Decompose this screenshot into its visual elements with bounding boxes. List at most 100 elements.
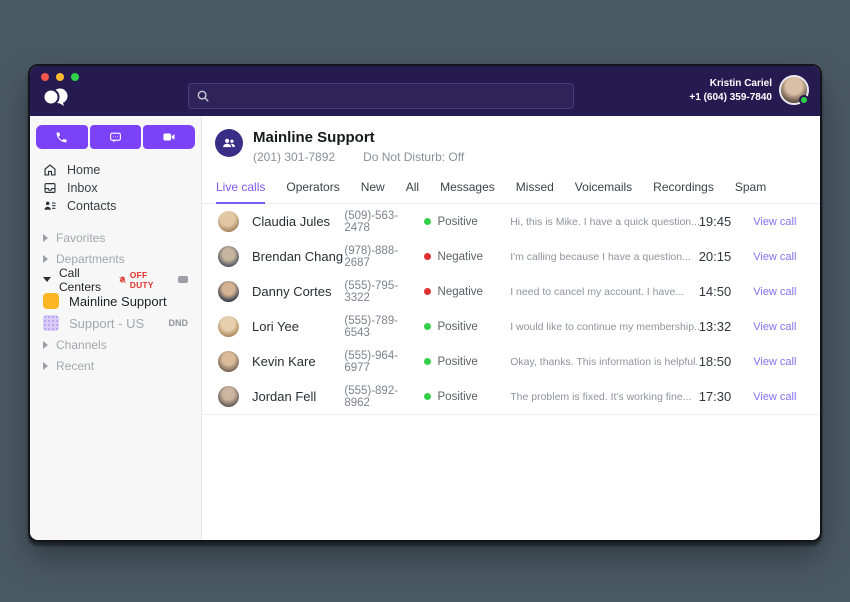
search-input[interactable]: [216, 89, 566, 103]
minimize-button[interactable]: [56, 73, 64, 81]
call-row[interactable]: Lori Yee (555)-789-6543 Positive I would…: [202, 309, 820, 344]
tab-new[interactable]: New: [360, 180, 385, 194]
call-duration: 17:30: [698, 389, 732, 404]
caret-right-icon: [43, 361, 48, 370]
caller-number: (555)-795-3322: [344, 279, 399, 304]
caller-number: (978)-888-2687: [344, 244, 399, 269]
call-row[interactable]: Brendan Chang (978)-888-2687 Negative I'…: [202, 239, 820, 274]
caller-name: Brendan Chang: [252, 249, 344, 264]
tab-live-calls[interactable]: Live calls: [216, 175, 266, 204]
dnd-badge: DND: [168, 318, 189, 328]
tab-all[interactable]: All: [405, 180, 420, 194]
caret-down-icon: [43, 277, 51, 282]
tab-spam[interactable]: Spam: [734, 180, 767, 194]
tab-messages[interactable]: Messages: [440, 180, 495, 194]
sentiment-dot: [423, 323, 431, 330]
caller-number: (555)-789-6543: [344, 314, 399, 339]
call-center-header: Mainline Support (201) 301-7892 Do Not D…: [202, 116, 820, 164]
caller-number: (555)-964-6977: [344, 349, 399, 374]
off-duty-label: OFF DUTY: [129, 269, 154, 290]
call-row[interactable]: Claudia Jules (509)-563-2478 Positive Hi…: [202, 204, 820, 239]
current-user-phone: +1 (604) 359-7840: [689, 92, 772, 103]
caller-number: (509)-563-2478: [344, 209, 399, 234]
sidebar-group-recent[interactable]: Recent: [30, 355, 201, 376]
sidebar-item-inbox[interactable]: Inbox: [30, 179, 201, 197]
sentiment-label: Positive: [437, 215, 478, 228]
view-call-link[interactable]: View call: [753, 215, 797, 228]
call-row[interactable]: Danny Cortes (555)-795-3322 Negative I n…: [202, 274, 820, 309]
video-call-button[interactable]: [143, 125, 196, 149]
close-button[interactable]: [41, 73, 49, 81]
view-call-link[interactable]: View call: [753, 355, 797, 368]
online-status-dot: [799, 95, 809, 105]
view-call-link[interactable]: View call: [753, 285, 797, 298]
sidebar-item-support-us[interactable]: Support - US DND: [30, 312, 201, 334]
off-duty-badge: OFF DUTY: [118, 270, 163, 290]
transcript-preview[interactable]: Okay, thanks. This information is helpfu…: [510, 355, 699, 368]
view-call-link[interactable]: View call: [753, 320, 797, 333]
sentiment-label: Negative: [437, 250, 483, 263]
current-user-avatar[interactable]: [779, 75, 809, 105]
call-center-label: Mainline Support: [69, 293, 167, 309]
call-duration: 18:50: [698, 354, 732, 369]
transcript-preview[interactable]: The problem is fixed. It's working fine.…: [510, 390, 692, 403]
tab-voicemails[interactable]: Voicemails: [574, 180, 633, 194]
sidebar-group-channels[interactable]: Channels: [30, 334, 201, 355]
group-label: Recent: [56, 358, 95, 373]
page-title: Mainline Support: [253, 129, 375, 146]
group-label: Channels: [56, 337, 107, 352]
search-icon: [196, 89, 210, 103]
call-row[interactable]: Kevin Kare (555)-964-6977 Positive Okay,…: [202, 344, 820, 379]
home-icon: [44, 164, 56, 176]
caller-avatar: [218, 351, 239, 372]
group-label: Favorites: [56, 230, 106, 245]
sidebar-item-mainline-support[interactable]: Mainline Support: [30, 290, 201, 312]
tab-operators[interactable]: Operators: [286, 180, 340, 194]
caret-right-icon: [43, 340, 48, 349]
call-center-label: Support - US: [69, 315, 145, 331]
transcript-preview[interactable]: I'm calling because I have a question...: [510, 250, 691, 263]
tab-bar: Live calls Operators New All Messages Mi…: [202, 175, 820, 204]
sidebar-item-contacts[interactable]: Contacts: [30, 197, 201, 215]
search-bar[interactable]: [188, 83, 574, 109]
call-row[interactable]: Jordan Fell (555)-892-8962 Positive The …: [202, 379, 820, 414]
caller-name: Danny Cortes: [252, 284, 332, 299]
transcript-preview[interactable]: Hi, this is Mike. I have a quick questio…: [510, 215, 699, 228]
call-duration: 19:45: [698, 214, 732, 229]
quick-actions: [36, 125, 196, 149]
transcript-preview[interactable]: I need to cancel my account. I have...: [510, 285, 685, 298]
call-duration: 20:15: [698, 249, 732, 264]
caller-avatar: [218, 211, 239, 232]
sidebar-group-favorites[interactable]: Favorites: [30, 227, 201, 248]
caret-right-icon: [43, 233, 48, 242]
caller-avatar: [218, 386, 239, 407]
caller-number: (555)-892-8962: [344, 384, 399, 409]
bell-off-icon: [118, 276, 126, 283]
sentiment-dot: [423, 393, 431, 400]
sentiment-label: Positive: [437, 320, 478, 333]
tab-missed[interactable]: Missed: [515, 180, 554, 194]
dialpad-logo-icon: [41, 86, 71, 112]
window-controls: [41, 73, 79, 81]
call-duration: 13:32: [698, 319, 732, 334]
caret-right-icon: [43, 254, 48, 263]
sidebar-group-departments[interactable]: Departments: [30, 248, 201, 269]
transcript-preview[interactable]: I would like to continue my membership..…: [510, 320, 699, 333]
call-center-swatch: [43, 315, 59, 331]
sidebar-item-home[interactable]: Home: [30, 161, 201, 179]
sentiment-label: Positive: [437, 355, 478, 368]
sentiment-dot: [423, 218, 431, 225]
view-call-link[interactable]: View call: [753, 250, 797, 263]
sidebar-item-label: Inbox: [67, 181, 98, 195]
call-center-avatar: [215, 129, 243, 157]
dnd-status: Do Not Disturb: Off: [363, 150, 465, 164]
view-call-link[interactable]: View call: [753, 390, 797, 403]
sidebar-group-call-centers[interactable]: Call Centers OFF DUTY: [30, 266, 201, 294]
tab-recordings[interactable]: Recordings: [653, 180, 714, 194]
call-list: Claudia Jules (509)-563-2478 Positive Hi…: [202, 204, 820, 415]
message-button[interactable]: [89, 125, 142, 149]
current-user-name: Kristin Cariel: [709, 78, 772, 89]
call-button[interactable]: [36, 125, 88, 149]
off-duty-toggle-icon[interactable]: [178, 276, 188, 283]
maximize-button[interactable]: [71, 73, 79, 81]
